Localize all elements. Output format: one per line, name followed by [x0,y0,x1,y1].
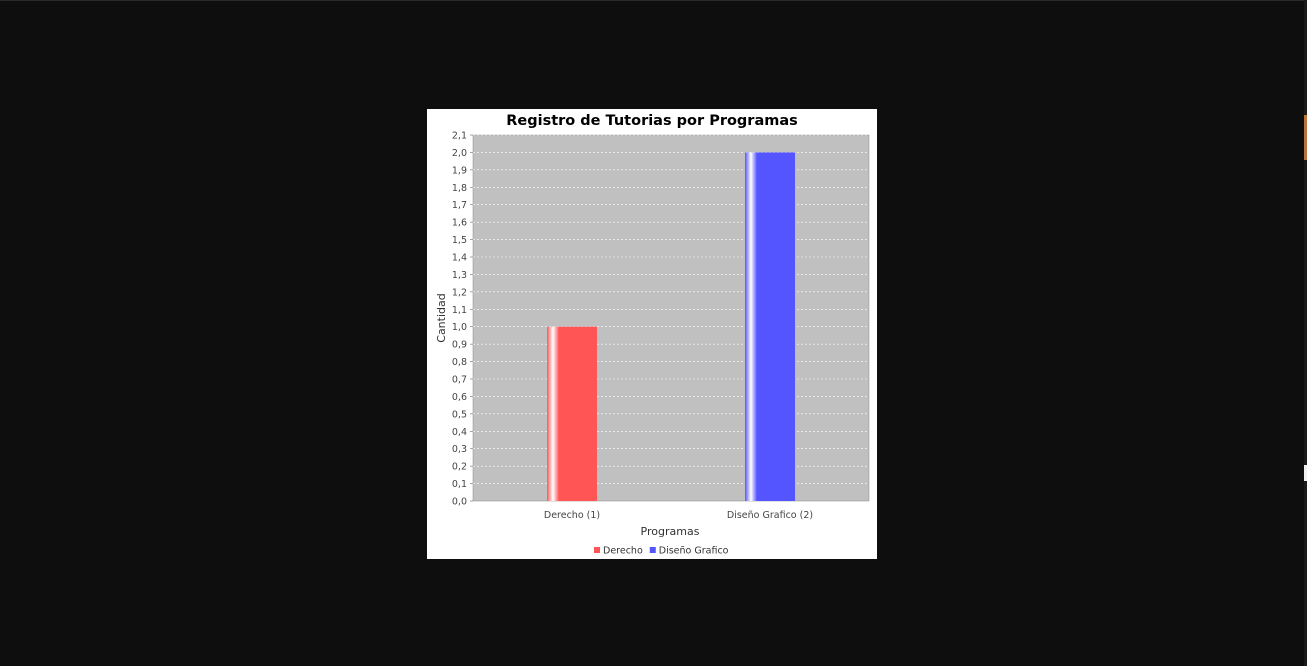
chart-title: Registro de Tutorias por Programas [506,113,798,129]
legend-label: Diseño Grafico [659,546,729,557]
scroll-marker-white [1304,465,1307,481]
y-tick-label: 1,2 [452,287,467,298]
x-axis-ticks: Derecho (1) Diseño Grafico (2) [544,510,813,521]
y-tick-label: 0,6 [452,392,467,403]
y-tick-label: 0,5 [452,409,467,420]
y-tick-label: 1,4 [452,253,467,264]
legend: Derecho Diseño Grafico [594,546,729,557]
y-tick-label: 1,3 [452,270,467,281]
y-tick-label: 0,3 [452,444,467,455]
y-tick-label: 0,7 [452,375,467,386]
bar-derecho [547,326,597,501]
y-tick-label: 0,2 [452,462,467,473]
window-right-edge [1304,0,1307,666]
y-tick-label: 1,6 [452,218,467,229]
y-tick-label: 1,9 [452,165,467,176]
x-tick-label: Diseño Grafico (2) [727,510,813,521]
legend-label: Derecho [603,546,643,557]
gridlines [473,134,869,484]
legend-swatch [649,547,656,553]
y-axis-label: Cantidad [435,293,448,342]
x-tick-label: Derecho (1) [544,510,600,521]
y-tick-label: 1,0 [452,322,467,333]
y-tick-label: 1,8 [452,183,467,194]
chart-panel: Registro de Tutorias por Programas 0,0 0,… [427,109,877,559]
y-tick-label: 2,0 [452,148,467,159]
y-tick-label: 0,8 [452,357,467,368]
plot-area [472,134,870,502]
y-tick-label: 1,5 [452,235,467,246]
bars [547,152,795,501]
y-tick-label: 0,1 [452,479,467,490]
window-top-border [0,0,1307,1]
legend-swatch [594,547,600,553]
y-tick-label: 2,1 [452,131,467,142]
scroll-marker-orange [1304,115,1307,160]
bar-chart: Registro de Tutorias por Programas 0,00,… [435,113,870,557]
y-tick-label: 1,7 [452,200,467,211]
y-tick-label: 0,9 [452,340,467,351]
y-axis-ticks: 0,0 0,1 0,2 0,3 0,4 0,5 0,6 0,7 0,8 0,9 1,0 1,1 1,2 1… [452,131,473,508]
y-tick-label: 0,4 [452,427,467,438]
y-tick-label: 1,1 [452,305,467,316]
y-tick-label: 0,0 [452,497,467,508]
x-axis-label: Programas [641,525,700,538]
bar-diseno-grafico [745,152,795,501]
